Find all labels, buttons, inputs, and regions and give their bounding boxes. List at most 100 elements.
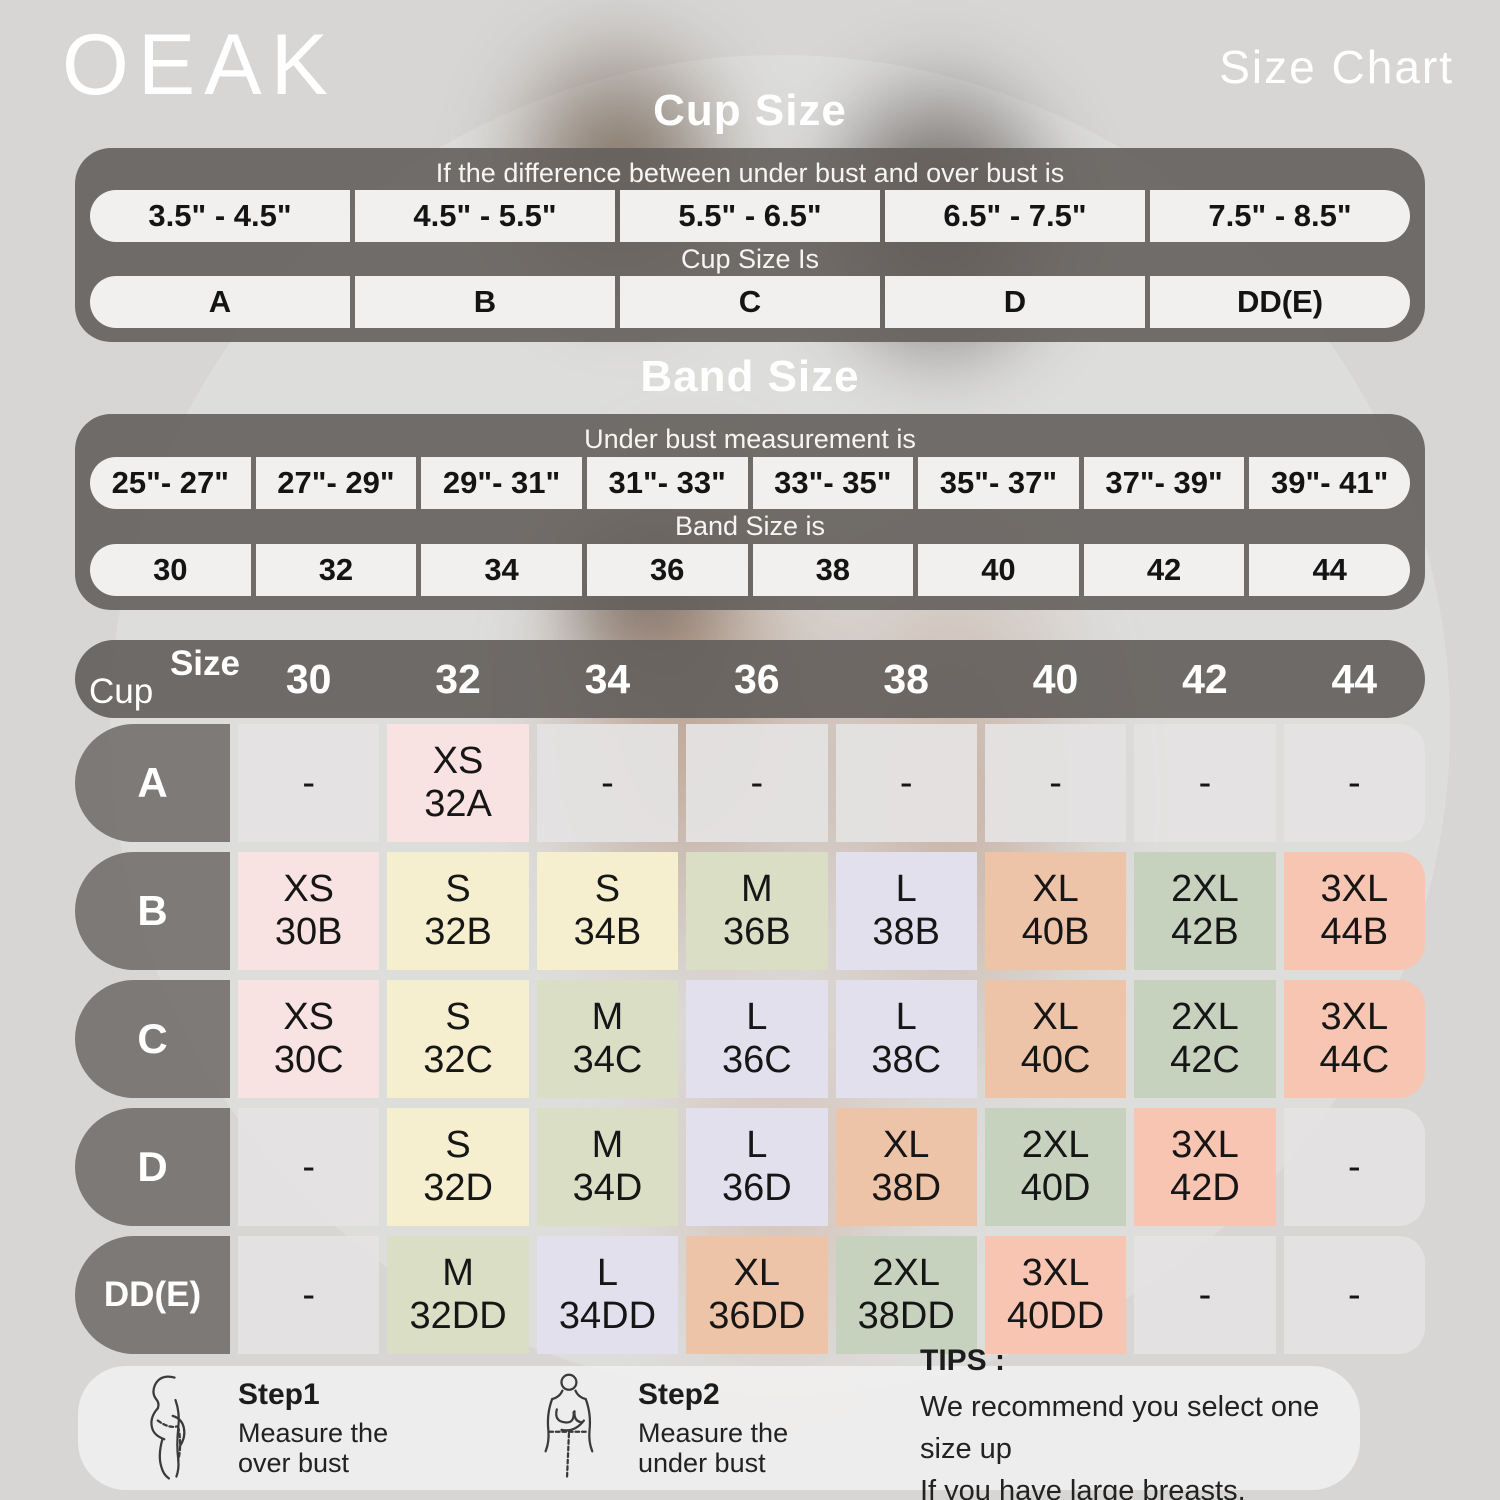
underbust-row: 25"- 27" 27"- 29" 29"- 31" 31"- 33" 33"-… (90, 457, 1410, 509)
underbust-cell: 31"- 33" (586, 457, 748, 509)
cup-letter-cell: A (90, 275, 350, 328)
cup-row-label: A (75, 724, 230, 842)
cup-result-label: Cup Size Is (680, 243, 820, 274)
band-number-cell: 30 (90, 544, 251, 596)
cup-difference-cell: 3.5" - 4.5" (90, 190, 350, 243)
size-cell: XL 38D (835, 1108, 977, 1226)
step2-title: Step2 (638, 1377, 720, 1411)
underbust-cell: 27"- 29" (255, 457, 417, 509)
band-number-cell: 44 (1249, 544, 1410, 596)
measure-over-bust-illustration (112, 1372, 224, 1484)
band-result-label: Band Size is (674, 511, 826, 541)
size-cell: XL 40B (984, 852, 1127, 970)
tips-block: TIPS : We recommend you select one size … (920, 1344, 1350, 1500)
band-column-header: 42 (1182, 655, 1228, 702)
size-cell: XS 30C (238, 980, 380, 1098)
size-cell: 3XL 40DD (984, 1236, 1127, 1354)
band-number-row: 30 32 34 36 38 40 42 44 (90, 544, 1410, 596)
cup-letter-cell: C (620, 275, 880, 328)
underbust-cell: 39"- 41" (1249, 457, 1410, 509)
band-column-header: 30 (285, 655, 332, 702)
band-size-heading: Band Size (640, 352, 860, 401)
tips-title: TIPS : (920, 1343, 1006, 1377)
tips-line1: We recommend you select one size up (920, 1390, 1320, 1465)
brand-logo: OEAK (62, 17, 337, 113)
band-column-header: 38 (883, 655, 929, 702)
cup-row-label: D (75, 1108, 230, 1226)
underbust-cell: 29"- 31" (421, 457, 582, 509)
underbust-cell: 35"- 37" (918, 457, 1079, 509)
size-cell: XS 30B (238, 852, 380, 970)
band-number-cell: 32 (255, 544, 417, 596)
size-cell: - (984, 724, 1127, 842)
band-condition-label: Under bust measurement is (584, 424, 916, 454)
band-number-cell: 42 (1083, 544, 1245, 596)
size-cell: 2XL 42B (1134, 852, 1276, 970)
matrix-row-D: D - S 32D M 34D L 36D XL 38D 2XL 40D 3XL 42D - (75, 1108, 1425, 1226)
size-cell: S 32B (387, 852, 529, 970)
size-cell: - (536, 724, 679, 842)
band-number-cell: 34 (421, 544, 582, 596)
cup-letter-cell: DD(E) (1150, 275, 1410, 328)
cup-difference-cell: 6.5" - 7.5" (885, 190, 1145, 243)
band-number-cell: 38 (752, 544, 914, 596)
tips-line2: If you have large breasts. (920, 1475, 1246, 1500)
band-column-header: 44 (1331, 655, 1378, 702)
size-cell: XL 36DD (686, 1236, 828, 1354)
matrix-row-B: B XS 30B S 32B S 34B M 36B L 38B XL 40B 2XL 42B… (75, 852, 1425, 970)
step2-line2: under bust (638, 1448, 766, 1478)
size-cell: L 36D (686, 1108, 828, 1226)
size-cell: 3XL 44B (1283, 852, 1425, 970)
size-cell: M 34C (536, 980, 679, 1098)
underbust-cell: 25"- 27" (90, 457, 251, 509)
matrix-corner-label: Size Cup (75, 640, 240, 718)
cup-size-heading: Cup Size (653, 86, 847, 135)
size-cell: L 38B (835, 852, 977, 970)
cup-row-label: B (75, 852, 230, 970)
step1-title: Step1 (238, 1377, 320, 1411)
size-cell: - (238, 724, 380, 842)
step2-block: Step2 Measure the under bust (638, 1378, 834, 1478)
size-cell: S 32D (387, 1108, 529, 1226)
cup-difference-row: 3.5" - 4.5" 4.5" - 5.5" 5.5" - 6.5" 6.5"… (90, 190, 1410, 243)
cup-size-panel: If the difference between under bust and… (75, 148, 1425, 342)
cup-difference-cell: 5.5" - 6.5" (620, 190, 880, 243)
page-title: Size Chart (1219, 41, 1454, 93)
matrix-row-A: A - XS 32A - - - - - - (75, 724, 1425, 842)
size-cell: - (686, 724, 828, 842)
measuring-instructions-panel: Step1 Measure the over bust Step2 Measur… (78, 1344, 1360, 1500)
size-cell: S 32C (387, 980, 529, 1098)
size-cell: 3XL 42D (1134, 1108, 1276, 1226)
matrix-row-DDE: DD(E) - M 32DD L 34DD XL 36DD 2XL 38DD 3XL 40… (75, 1236, 1425, 1354)
corner-size-label: Size (169, 644, 240, 683)
band-column-header: 32 (435, 655, 481, 702)
step2-line1: Measure the (638, 1417, 789, 1448)
cup-letter-row: A B C D DD(E) (90, 275, 1410, 328)
size-cell: M 32DD (387, 1236, 529, 1354)
size-cell: S 34B (536, 852, 679, 970)
matrix-row-C: C XS 30C S 32C M 34C L 36C L 38C XL 40C 2XL 42C… (75, 980, 1425, 1098)
matrix-header-row: Size Cup 30 32 34 36 38 40 42 44 (75, 640, 1425, 718)
band-column-header: 34 (584, 655, 631, 702)
cup-letter-cell: B (355, 275, 615, 328)
size-cell: 2XL 38DD (835, 1236, 977, 1354)
cup-difference-cell: 4.5" - 5.5" (355, 190, 615, 243)
size-cell: - (1283, 1108, 1425, 1226)
size-cell: XL 40C (984, 980, 1127, 1098)
cup-letter-cell: D (885, 275, 1145, 328)
size-cell: 2XL 40D (984, 1108, 1127, 1226)
cup-condition-label: If the difference between under bust and… (435, 158, 1065, 188)
size-cell: 3XL 44C (1283, 980, 1425, 1098)
size-cell: XS 32A (387, 724, 529, 842)
band-size-panel: Under bust measurement is 25"- 27" 27"- … (75, 414, 1425, 610)
cup-row-label: DD(E) (75, 1236, 230, 1354)
size-cell: - (238, 1108, 380, 1226)
band-column-header: 40 (1032, 655, 1079, 702)
band-number-cell: 40 (918, 544, 1079, 596)
measure-under-bust-illustration (512, 1372, 624, 1484)
size-cell: - (1134, 1236, 1276, 1354)
band-number-cell: 36 (586, 544, 748, 596)
size-cell: 2XL 42C (1134, 980, 1276, 1098)
size-cell: - (238, 1236, 380, 1354)
size-cell: L 34DD (536, 1236, 679, 1354)
